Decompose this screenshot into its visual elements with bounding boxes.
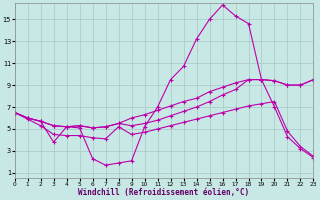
X-axis label: Windchill (Refroidissement éolien,°C): Windchill (Refroidissement éolien,°C) bbox=[78, 188, 250, 197]
